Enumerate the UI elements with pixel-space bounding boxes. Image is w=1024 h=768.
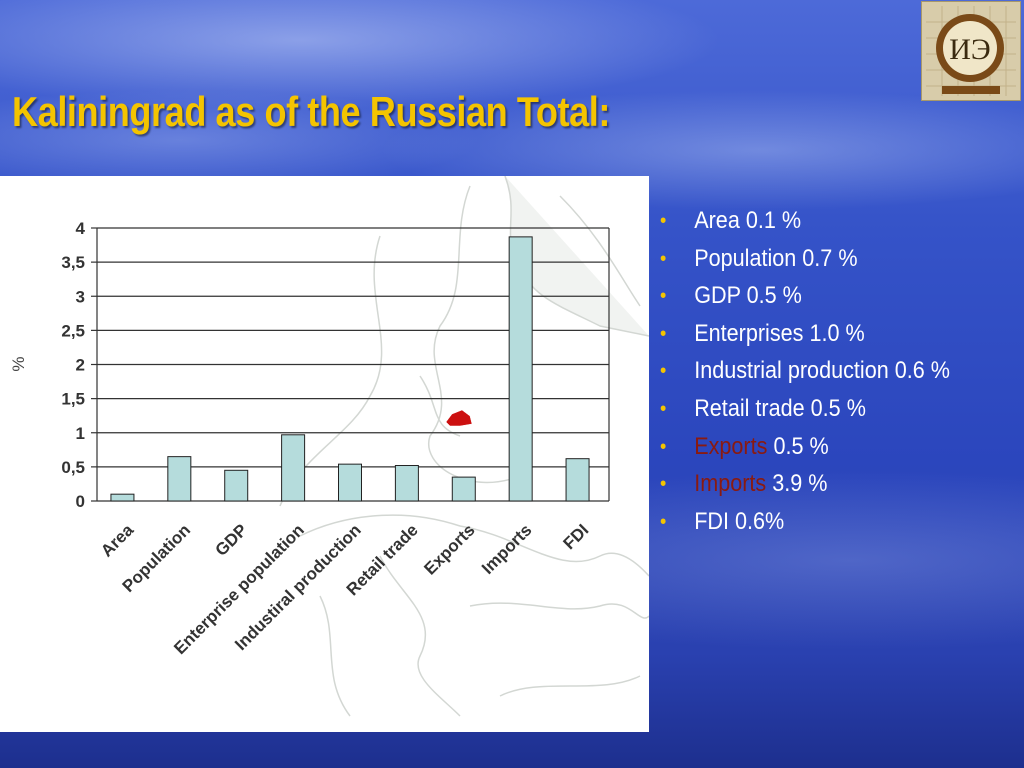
bullet-value: 3.9 % <box>772 470 828 498</box>
bullet-value: 0.7 % <box>802 244 858 272</box>
bullet-label: Enterprises <box>694 319 804 347</box>
bar-area <box>110 493 135 502</box>
x-tick-label: Area <box>97 520 138 561</box>
bar-fdi <box>565 458 590 502</box>
bar-imports <box>508 236 533 502</box>
bullet-label: FDI <box>694 507 730 535</box>
bullet-label: Area <box>694 207 740 234</box>
bullet-label: Exports <box>694 432 768 460</box>
bullet-item: • Area 0.1 % <box>660 206 984 244</box>
bullet-value: 0.1 % <box>745 207 802 234</box>
monogram-emblem-icon: ИЭ <box>926 6 1016 96</box>
y-tick-label: 2,5 <box>61 321 85 340</box>
x-tick-label: FDI <box>560 520 593 553</box>
summary-bullet-list: • Area 0.1 % • Population 0.7 % • GDP 0.5 % • E… <box>660 206 1020 544</box>
bullet-label: Industrial production <box>694 357 889 385</box>
bar-enterprise-population <box>281 434 306 502</box>
x-tick-label: GDP <box>212 520 251 559</box>
bullet-label: Population <box>694 244 797 272</box>
y-tick-label: 0,5 <box>61 458 85 477</box>
bullet-value: 1.0 % <box>809 319 865 347</box>
bullet-dot-icon: • <box>660 360 667 383</box>
bullet-item: • Industrial production 0.6 % <box>660 356 984 394</box>
bullet-value: 0.6 % <box>894 357 950 385</box>
y-tick-label: 0 <box>76 492 85 511</box>
bullet-item: • Imports 3.9 % <box>660 469 984 507</box>
bullet-dot-icon: • <box>660 322 667 345</box>
x-tick-label: Exports <box>420 520 478 578</box>
y-tick-label: 4 <box>76 219 86 238</box>
bullet-item: • FDI 0.6% <box>660 507 984 545</box>
bar-gdp <box>224 469 249 502</box>
y-tick-label: 3 <box>76 287 85 306</box>
europe-map-background <box>279 176 649 717</box>
slide-title: Kaliningrad as of the Russian Total: <box>12 88 610 135</box>
bullet-item: • Enterprises 1.0 % <box>660 319 984 357</box>
y-tick-label: 3,5 <box>61 253 85 272</box>
bullet-dot-icon: • <box>660 435 667 458</box>
logo-monogram: ИЭ <box>949 33 990 66</box>
bullet-item: • Retail trade 0.5 % <box>660 394 984 432</box>
bar-population <box>167 456 192 502</box>
bullet-value: 0.6% <box>735 507 785 535</box>
y-tick-label: 1 <box>76 424 85 443</box>
kaliningrad-region-shape <box>445 409 473 427</box>
bullet-dot-icon: • <box>660 285 667 308</box>
bullet-value: 0.5 % <box>746 282 802 310</box>
bullet-label: GDP <box>694 282 741 310</box>
logo: ИЭ <box>921 1 1021 101</box>
bullet-dot-icon: • <box>660 473 667 496</box>
bullet-item: • GDP 0.5 % <box>660 281 984 319</box>
y-tick-label: 2 <box>76 356 85 375</box>
bullet-item: • Exports 0.5 % <box>660 432 984 470</box>
bullet-item: • Population 0.7 % <box>660 244 984 282</box>
bullet-label: Retail trade <box>694 394 805 422</box>
chart-panel: 0 0,5 1 1,5 2 2,5 3 3,5 4 Area Population GDP Enter… <box>0 176 649 732</box>
y-tick-label: 1,5 <box>61 390 85 409</box>
x-tick-label: Imports <box>478 520 536 578</box>
bar-exports <box>451 476 476 502</box>
chart-bars <box>110 236 590 502</box>
bullet-dot-icon: • <box>660 210 667 232</box>
bar-industiral-production <box>338 463 362 502</box>
y-axis-label: % <box>9 356 28 371</box>
bullet-value: 0.5 % <box>773 432 829 460</box>
bullet-value: 0.5 % <box>810 394 866 422</box>
bullet-dot-icon: • <box>660 510 667 533</box>
bar-retail-trade <box>394 465 419 502</box>
bullet-dot-icon: • <box>660 397 667 420</box>
bullet-dot-icon: • <box>660 247 667 270</box>
y-axis-ticks: 0 0,5 1 1,5 2 2,5 3 3,5 4 <box>61 219 97 511</box>
bullet-label: Imports <box>694 470 767 498</box>
